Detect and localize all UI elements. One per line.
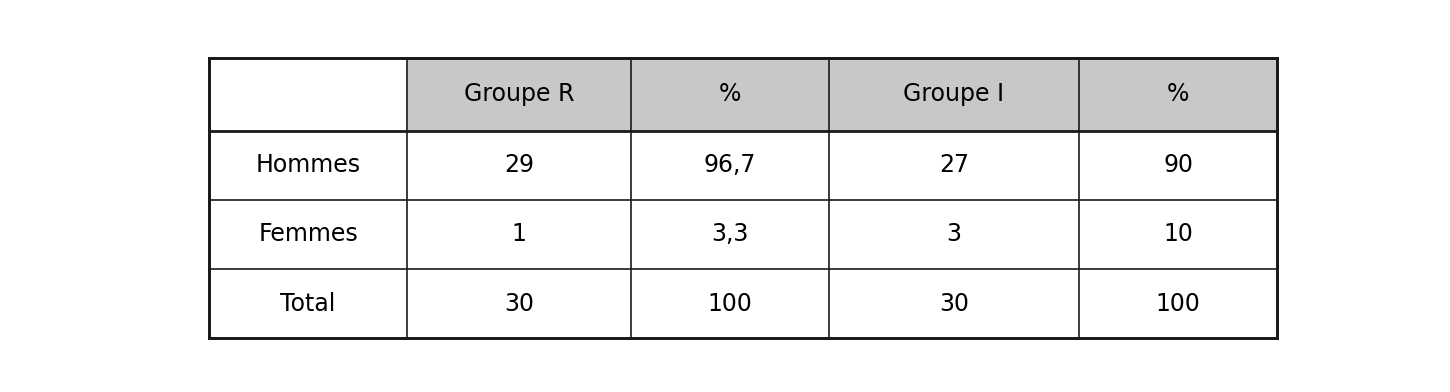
Text: 96,7: 96,7 xyxy=(703,153,755,177)
Bar xyxy=(407,200,631,269)
Bar xyxy=(828,200,1079,269)
Bar xyxy=(1079,58,1277,131)
Text: Femmes: Femmes xyxy=(258,222,358,247)
Text: 100: 100 xyxy=(708,292,753,316)
Text: %: % xyxy=(719,82,741,106)
Bar xyxy=(631,131,828,200)
Bar xyxy=(631,58,828,131)
Bar xyxy=(1079,131,1277,200)
Bar xyxy=(1079,200,1277,269)
Text: 1: 1 xyxy=(512,222,526,247)
Text: 100: 100 xyxy=(1156,292,1201,316)
Bar xyxy=(1079,269,1277,338)
Bar xyxy=(631,200,828,269)
Bar xyxy=(828,58,1079,131)
Text: Hommes: Hommes xyxy=(255,153,361,177)
Bar xyxy=(209,200,407,269)
Text: 29: 29 xyxy=(505,153,534,177)
Text: Groupe R: Groupe R xyxy=(464,82,574,106)
Text: 10: 10 xyxy=(1163,222,1193,247)
Text: 30: 30 xyxy=(940,292,969,316)
Text: 3,3: 3,3 xyxy=(710,222,748,247)
Text: 90: 90 xyxy=(1163,153,1193,177)
Bar xyxy=(828,269,1079,338)
Text: Total: Total xyxy=(280,292,336,316)
Text: %: % xyxy=(1167,82,1189,106)
Bar xyxy=(209,269,407,338)
Text: Groupe I: Groupe I xyxy=(903,82,1005,106)
Text: 27: 27 xyxy=(940,153,969,177)
Bar xyxy=(209,58,407,131)
Bar xyxy=(407,131,631,200)
Bar xyxy=(209,131,407,200)
Text: 3: 3 xyxy=(947,222,961,247)
Bar xyxy=(407,269,631,338)
Bar xyxy=(407,58,631,131)
Bar xyxy=(828,131,1079,200)
Text: 30: 30 xyxy=(505,292,534,316)
Bar xyxy=(631,269,828,338)
